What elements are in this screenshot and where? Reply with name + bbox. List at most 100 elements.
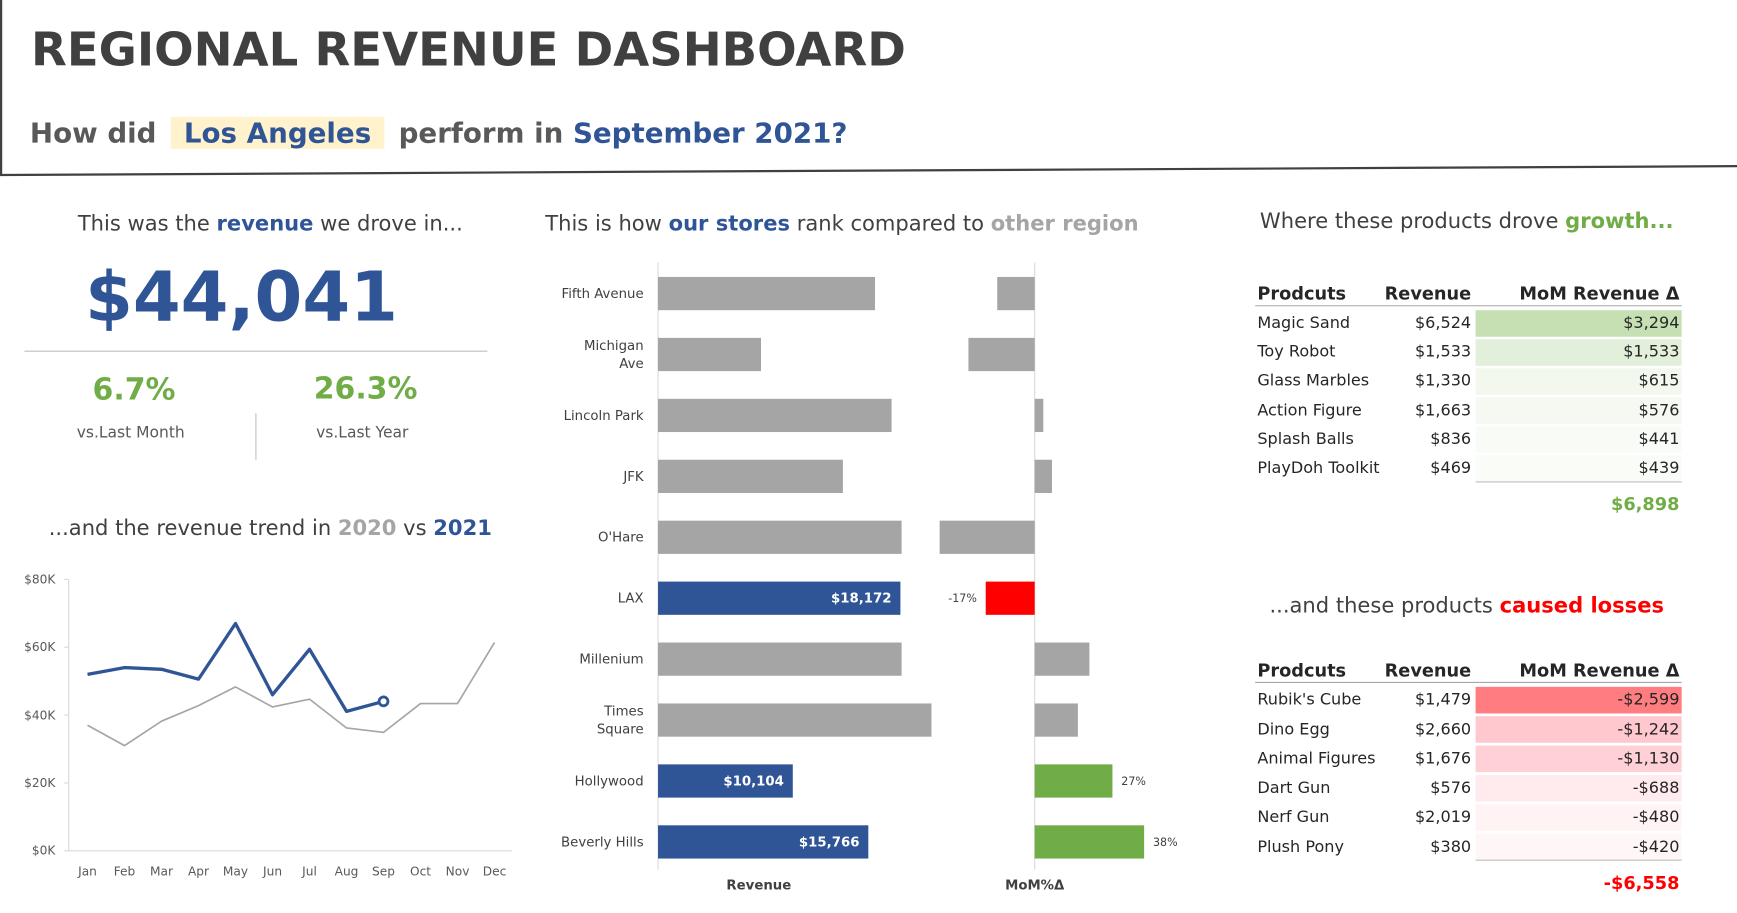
bar <box>997 276 1035 311</box>
legend-entry: 2021 <box>433 516 492 541</box>
growth-heading: Where these products drove growth... <box>1260 209 1674 233</box>
bar <box>658 276 876 311</box>
heading-text: we drove in... <box>320 211 463 236</box>
x-tick-label: Sep <box>372 864 395 880</box>
x-tick-label: Nov <box>445 864 470 880</box>
y-tick-label: $40K <box>24 707 56 723</box>
heading-text: Where these products drove <box>1259 209 1559 234</box>
bar <box>658 642 902 676</box>
bar <box>985 581 1035 615</box>
value-label: 27% <box>1121 776 1146 789</box>
bar <box>658 337 762 372</box>
table-total: -$6,558 <box>1603 871 1680 893</box>
bar <box>1034 764 1113 798</box>
table-cell: $469 <box>1430 459 1472 478</box>
legend-entry: 2020 <box>337 516 397 541</box>
y-tick-label: $20K <box>24 775 56 791</box>
column-header: Revenue <box>1384 659 1472 681</box>
bar <box>658 825 869 859</box>
x-tick-label: Jan <box>78 864 97 880</box>
table-cell: $1,663 <box>1414 401 1472 420</box>
series-label: Revenue <box>726 877 792 893</box>
cell-fill <box>1475 745 1682 773</box>
x-tick-label: Apr <box>187 864 210 880</box>
bar <box>939 520 1035 554</box>
table-cell: Toy Robot <box>1257 343 1336 362</box>
end-marker <box>377 695 390 708</box>
bar <box>658 581 901 615</box>
cell-fill <box>1475 368 1682 395</box>
table-cell: $6,524 <box>1414 314 1472 333</box>
kpi-change: 26.3% <box>313 371 418 407</box>
bar <box>1034 398 1044 433</box>
kpi-heading: This was the revenue we drove in... <box>78 212 463 236</box>
cell-fill <box>1475 455 1682 482</box>
losses-heading: ...and these products caused losses <box>1269 594 1664 618</box>
kpi-change-label: vs.Last Year <box>316 424 409 443</box>
table-cell: $576 <box>1430 779 1472 798</box>
bar <box>658 520 902 554</box>
table-cell: Dino Egg <box>1257 720 1330 739</box>
heading-text: caused losses <box>1499 593 1665 619</box>
line-series <box>87 621 384 714</box>
bar <box>1034 459 1052 493</box>
series-label: MoM%Δ <box>1005 877 1065 893</box>
bar <box>1034 642 1090 676</box>
x-tick-label: Aug <box>334 864 359 880</box>
cell-fill <box>1475 804 1682 831</box>
table-cell: Action Figure <box>1257 401 1362 420</box>
column-header: MoM Revenue Δ <box>1519 659 1680 681</box>
line-series <box>87 642 496 747</box>
table-cell: $1,479 <box>1414 691 1472 709</box>
table-cell: $1,533 <box>1414 343 1472 362</box>
bar <box>658 764 793 798</box>
cell-fill <box>1475 426 1682 453</box>
table-cell: PlayDoh Toolkit <box>1257 459 1380 478</box>
column-header: Prodcuts <box>1257 283 1347 305</box>
x-tick-label: Dec <box>482 864 507 880</box>
column-header: Revenue <box>1384 283 1472 305</box>
x-tick-label: Jul <box>302 864 317 880</box>
heading-text: This was the <box>77 211 210 236</box>
region[interactable]: Los Angeles <box>170 116 385 149</box>
table-cell: $576 <box>1638 401 1680 420</box>
category-label: Hollywood <box>574 773 644 789</box>
period[interactable]: September 2021? <box>572 116 848 149</box>
heading-text: vs <box>403 516 427 541</box>
category-label: JFK <box>623 468 644 485</box>
bar <box>1034 825 1145 859</box>
question-text: How did <box>29 116 157 149</box>
bar <box>968 337 1035 372</box>
table-cell: $2,019 <box>1414 808 1472 827</box>
heading-text: This is how <box>545 211 662 236</box>
y-tick-label: $0K <box>31 843 56 858</box>
category-label: Fifth Avenue <box>561 285 644 302</box>
x-tick-label: Jun <box>262 864 283 880</box>
table-cell: Rubik's Cube <box>1257 691 1362 709</box>
value-label: $15,766 <box>798 834 860 850</box>
table-cell: Plush Pony <box>1257 838 1344 856</box>
table-cell: Nerf Gun <box>1257 808 1330 827</box>
table-cell: -$480 <box>1632 808 1680 827</box>
value-label: $10,104 <box>723 773 784 789</box>
table-cell: $2,660 <box>1414 720 1472 739</box>
cell-fill <box>1475 774 1682 802</box>
table-cell: $1,676 <box>1414 749 1472 768</box>
table-cell: $836 <box>1430 430 1472 449</box>
kpi-change: 6.7% <box>92 372 176 408</box>
x-tick-label: Mar <box>150 864 174 880</box>
table-cell: $439 <box>1638 459 1680 478</box>
table-cell: $1,533 <box>1623 343 1680 362</box>
line-chart-title: ...and the revenue trend in 2020 vs 2021 <box>49 516 492 540</box>
value-label: -17% <box>948 593 977 606</box>
category-label: O'Hare <box>598 529 644 546</box>
heading-text: ...and these products <box>1269 593 1493 619</box>
value-label: $18,172 <box>830 590 892 606</box>
heading-text: ...and the revenue trend in <box>48 516 332 541</box>
table-cell: -$688 <box>1632 779 1680 798</box>
heading-text: rank compared to <box>796 211 985 236</box>
heading-text: our stores <box>668 211 790 236</box>
question: How did Los Angeles perform in September… <box>29 116 848 149</box>
cell-fill <box>1475 339 1682 366</box>
